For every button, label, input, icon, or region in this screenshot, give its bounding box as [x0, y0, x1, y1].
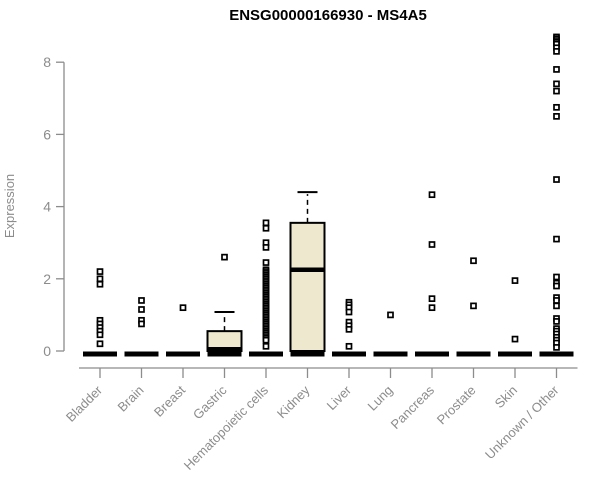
outlier-point [262, 224, 270, 232]
outlier-point [428, 191, 436, 199]
outlier-point [511, 335, 519, 343]
outlier-point [553, 344, 560, 351]
box [289, 221, 326, 352]
outlier-point [553, 87, 560, 95]
x-category-label: Gastric [190, 382, 230, 422]
outlier-point [553, 297, 560, 304]
outlier-point [553, 80, 560, 88]
outlier-point [553, 273, 560, 281]
outlier-point [96, 275, 104, 283]
outlier-point [262, 259, 270, 266]
zero-median-bar [124, 351, 159, 357]
outlier-point [345, 342, 353, 350]
y-tick-label: 8 [43, 54, 51, 70]
outlier-point [138, 297, 145, 304]
outlier-point [553, 176, 560, 183]
y-tick-label: 6 [43, 126, 51, 142]
outlier-point [96, 280, 104, 288]
outlier-point [138, 320, 145, 328]
outlier-point [345, 325, 353, 333]
x-category-label: Skin [492, 383, 520, 411]
x-category-label: Bladder [63, 382, 106, 425]
outlier-point [428, 304, 436, 312]
zero-median-bar [290, 351, 325, 357]
outlier-point [221, 253, 228, 261]
outlier-point [553, 66, 560, 73]
outlier-point [96, 331, 104, 339]
outlier-point [553, 48, 560, 55]
y-axis-title: Expression [2, 174, 17, 238]
x-category-label: Unknown / Other [482, 382, 562, 462]
x-category-label: Breast [151, 382, 188, 419]
outlier-point [553, 282, 560, 290]
y-tick-label: 0 [43, 343, 51, 359]
outlier-point [262, 244, 270, 251]
outlier-point [262, 219, 270, 227]
zero-median-bar [166, 351, 200, 357]
x-category-label: Pancreas [388, 382, 438, 432]
outlier-point [262, 342, 270, 350]
outlier-point [428, 241, 436, 248]
chart-title: ENSG00000166930 - MS4A5 [229, 7, 427, 24]
zero-median-bar [415, 351, 449, 357]
outlier-point [470, 257, 477, 265]
outlier-point [553, 112, 560, 120]
x-category-label: Prostate [434, 383, 479, 428]
outlier-point [470, 302, 477, 310]
outlier-point [345, 308, 353, 316]
outlier-point [96, 268, 104, 275]
outlier-point [511, 277, 519, 284]
zero-median-bar [207, 351, 242, 357]
outlier-point [553, 103, 560, 111]
x-category-label: Kidney [274, 382, 313, 421]
outlier-point [553, 318, 560, 325]
outlier-point [553, 235, 560, 243]
zero-median-bar [539, 351, 574, 357]
outlier-point [262, 336, 270, 344]
y-tick-label: 2 [43, 271, 51, 287]
x-category-label: Brain [115, 383, 147, 415]
outlier-point [428, 295, 436, 303]
outlier-point [553, 302, 560, 310]
zero-median-bar [332, 351, 366, 357]
outlier-point [96, 340, 104, 348]
outlier-point [138, 306, 145, 313]
zero-median-bar [249, 351, 283, 357]
outlier-point [179, 304, 187, 312]
zero-median-bar [373, 351, 408, 357]
zero-median-bar [498, 351, 532, 357]
y-tick-label: 4 [43, 199, 51, 215]
zero-median-bar [456, 351, 491, 357]
zero-median-bar [83, 351, 117, 357]
x-category-label: Liver [324, 382, 355, 413]
outlier-point [387, 311, 394, 319]
x-category-label: Lung [365, 383, 396, 414]
